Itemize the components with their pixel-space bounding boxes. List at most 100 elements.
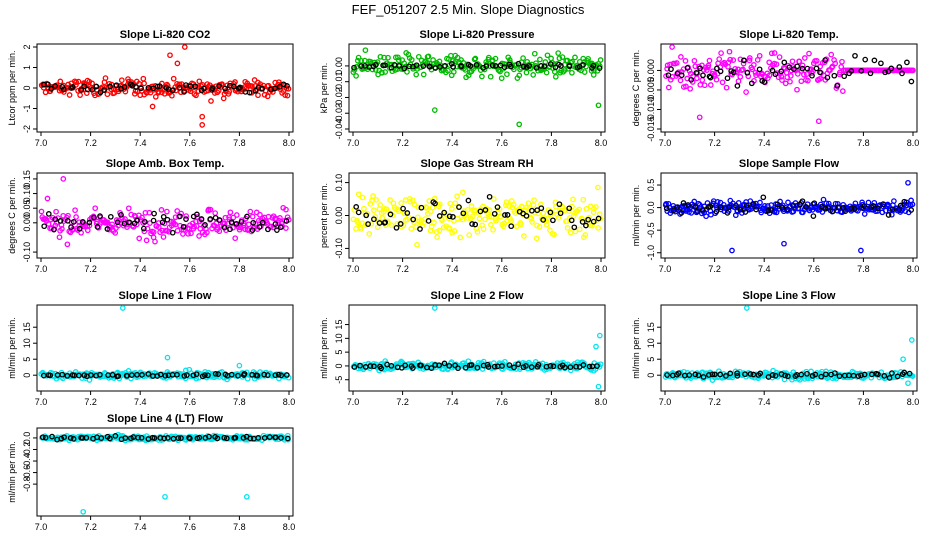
x-tick-label: 7.2 [84, 522, 97, 532]
reference-point [98, 435, 105, 441]
reference-point [67, 435, 74, 441]
reference-point [128, 372, 135, 378]
reference-point [779, 204, 786, 211]
reference-point [489, 62, 496, 69]
data-point [543, 221, 550, 228]
reference-point [186, 434, 192, 441]
data-point [839, 58, 845, 65]
reference-point [436, 213, 443, 219]
data-point [371, 207, 377, 214]
reference-point [284, 435, 291, 442]
data-point [230, 214, 237, 221]
reference-point [743, 202, 750, 209]
reference-point [59, 371, 66, 378]
reference-point [798, 371, 805, 378]
y-tick-label: 0 [646, 373, 656, 378]
x-tick-label: 7.8 [857, 397, 870, 407]
reference-point [678, 209, 685, 216]
x-tick-label: 8.0 [595, 264, 608, 274]
data-point [170, 370, 177, 377]
data-point [794, 86, 800, 93]
data-point [529, 219, 535, 225]
data-point [125, 76, 131, 82]
reference-point [803, 204, 809, 210]
data-point [247, 208, 254, 215]
reference-point [351, 364, 358, 370]
y-tick-label: 0.0 [646, 201, 656, 214]
x-tick-label: 7.2 [84, 264, 97, 274]
y-axis-label: degrees C per min. [631, 50, 641, 127]
reference-point [579, 219, 586, 225]
data-point [520, 55, 526, 61]
reference-point [104, 226, 111, 232]
data-point [255, 92, 261, 99]
reference-point [734, 83, 741, 89]
panel-title: Slope Amb. Box Temp. [106, 158, 225, 170]
data-point [86, 222, 93, 229]
panel-1: Slope Li-820 CO2 7.0 7.2 7.4 7.6 7.8 8.0 -2 -1 0 1… [7, 29, 295, 148]
reference-point [550, 217, 556, 224]
x-tick-label: 7.0 [347, 264, 360, 274]
data-point [727, 56, 734, 63]
data-point [211, 90, 218, 96]
y-tick-label: -0.10 [334, 238, 344, 259]
y-tick-label: 0 [22, 85, 32, 90]
y-axis-label: Ltcor ppm per min. [7, 50, 17, 125]
reference-point [367, 363, 374, 369]
y-tick-label: -0.5 [646, 222, 656, 238]
reference-point [818, 373, 825, 380]
reference-points [40, 370, 290, 380]
data-point [523, 69, 530, 76]
data-point [683, 83, 689, 90]
reference-point [60, 86, 67, 93]
x-tick-label: 7.4 [758, 397, 771, 407]
reference-point [216, 83, 222, 89]
reference-point [810, 213, 817, 219]
x-tick-label: 7.2 [396, 397, 409, 407]
reference-point [393, 224, 400, 231]
reference-point [693, 69, 700, 76]
reference-point [261, 435, 268, 441]
reference-point [249, 227, 256, 233]
data-point [207, 206, 214, 213]
outlier-point [199, 113, 206, 120]
reference-point [848, 68, 855, 74]
data-point [559, 54, 566, 60]
data-point [552, 73, 559, 80]
plot-frame [348, 304, 606, 392]
data-point [170, 75, 177, 82]
outlier-point [167, 52, 173, 59]
data-point [596, 364, 603, 370]
reference-point [232, 434, 239, 441]
data-point [771, 50, 778, 56]
reference-point [538, 205, 545, 212]
reference-point [699, 206, 706, 213]
reference-point [782, 372, 788, 379]
data-point [508, 218, 514, 224]
reference-point [272, 221, 279, 227]
reference-point [547, 363, 554, 369]
reference-point [706, 73, 713, 80]
reference-point [274, 227, 280, 233]
data-point [147, 89, 154, 96]
x-tick-label: 7.0 [347, 138, 360, 148]
reference-point [675, 370, 682, 377]
reference-point [241, 370, 248, 377]
reference-point [713, 208, 720, 215]
data-point [387, 197, 393, 203]
x-tick-label: 7.0 [659, 264, 672, 274]
reference-point [209, 85, 216, 92]
y-tick-label: -0.01 [334, 71, 344, 92]
reference-point [140, 225, 147, 232]
reference-point [97, 371, 103, 378]
panel-title: Slope Line 4 (LT) Flow [107, 413, 223, 425]
reference-point [266, 434, 273, 440]
reference-point [47, 372, 54, 379]
data-point [413, 71, 420, 78]
data-point [465, 215, 471, 221]
reference-point [774, 201, 781, 208]
data-point [429, 204, 436, 211]
data-point [726, 48, 733, 55]
y-tick-label: 0 [334, 363, 344, 368]
reference-point [164, 216, 171, 223]
